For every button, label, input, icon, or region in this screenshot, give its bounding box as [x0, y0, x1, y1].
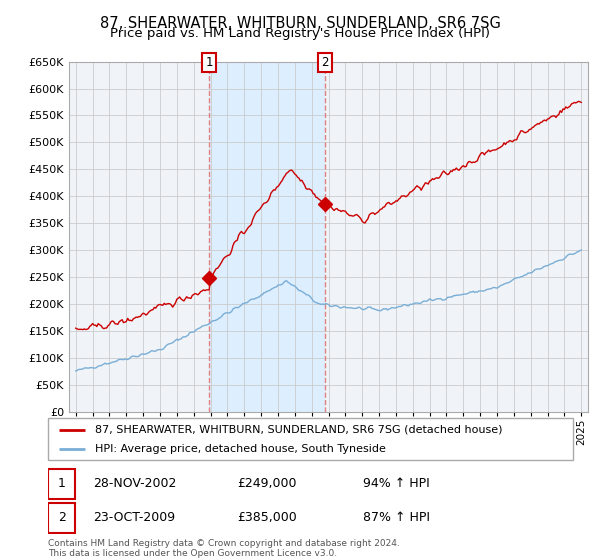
Text: 87, SHEARWATER, WHITBURN, SUNDERLAND, SR6 7SG: 87, SHEARWATER, WHITBURN, SUNDERLAND, SR…: [100, 16, 500, 31]
Text: £385,000: £385,000: [237, 511, 297, 524]
FancyBboxPatch shape: [48, 469, 76, 499]
FancyBboxPatch shape: [48, 503, 76, 533]
Text: 2: 2: [58, 511, 65, 524]
Bar: [209, 62, 325, 412]
Text: 1: 1: [205, 56, 213, 69]
Text: HPI: Average price, detached house, South Tyneside: HPI: Average price, detached house, Sout…: [95, 444, 386, 454]
Text: 28-NOV-2002: 28-NOV-2002: [92, 477, 176, 491]
Text: 87% ↑ HPI: 87% ↑ HPI: [363, 511, 430, 524]
Text: 1: 1: [58, 477, 65, 491]
Text: Price paid vs. HM Land Registry's House Price Index (HPI): Price paid vs. HM Land Registry's House …: [110, 27, 490, 40]
Text: £249,000: £249,000: [237, 477, 296, 491]
Text: 87, SHEARWATER, WHITBURN, SUNDERLAND, SR6 7SG (detached house): 87, SHEARWATER, WHITBURN, SUNDERLAND, SR…: [95, 424, 503, 435]
Text: 2: 2: [322, 56, 329, 69]
Text: 94% ↑ HPI: 94% ↑ HPI: [363, 477, 430, 491]
Text: 23-OCT-2009: 23-OCT-2009: [92, 511, 175, 524]
Text: Contains HM Land Registry data © Crown copyright and database right 2024.
This d: Contains HM Land Registry data © Crown c…: [48, 539, 400, 558]
FancyBboxPatch shape: [48, 418, 573, 460]
